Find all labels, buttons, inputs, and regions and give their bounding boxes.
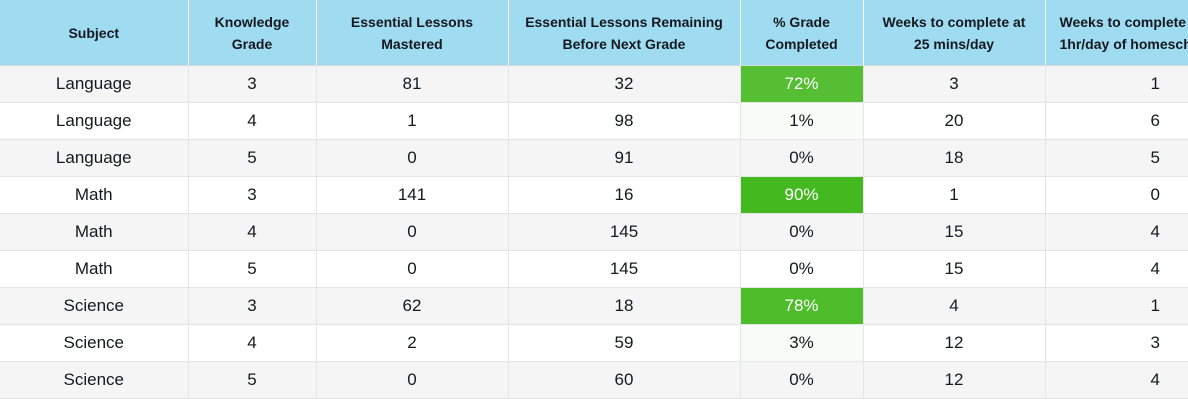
cell-subject: Science [0, 324, 189, 362]
cell-subject: Science [0, 361, 189, 399]
cell-lessons-mastered: 0 [316, 361, 509, 399]
cell-subject: Math [0, 176, 189, 214]
column-header-knowledge-grade[interactable]: Knowledge Grade [188, 0, 317, 66]
cell-subject: Language [0, 65, 189, 103]
cell-lessons-mastered: 0 [316, 250, 509, 288]
cell-weeks-25min: 15 [863, 213, 1046, 251]
cell-lessons-remaining: 60 [508, 361, 741, 399]
header-row: Subject Knowledge Grade Essential Lessons… [0, 0, 1188, 66]
cell-subject: Math [0, 213, 189, 251]
table-row: Science 4 2 59 3% 12 3 [0, 324, 1188, 362]
cell-subject: Math [0, 250, 189, 288]
cell-knowledge-grade: 5 [188, 361, 317, 399]
cell-lessons-remaining: 98 [508, 102, 741, 140]
column-header-lessons-remaining[interactable]: Essential Lessons Remaining Before Next G… [508, 0, 741, 66]
table-row: Science 3 62 18 78% 4 1 [0, 287, 1188, 325]
table-row: Language 4 1 98 1% 20 6 [0, 102, 1188, 140]
cell-weeks-1hr: 4 [1045, 361, 1188, 399]
cell-knowledge-grade: 3 [188, 176, 317, 214]
cell-subject: Science [0, 287, 189, 325]
cell-grade-completed: 0% [740, 361, 864, 399]
cell-lessons-remaining: 59 [508, 324, 741, 362]
cell-grade-completed: 72% [740, 65, 864, 103]
cell-weeks-1hr: 4 [1045, 213, 1188, 251]
cell-knowledge-grade: 4 [188, 213, 317, 251]
cell-knowledge-grade: 4 [188, 102, 317, 140]
table-row: Math 5 0 145 0% 15 4 [0, 250, 1188, 288]
cell-lessons-mastered: 2 [316, 324, 509, 362]
cell-weeks-1hr: 3 [1045, 324, 1188, 362]
table-row: Math 3 141 16 90% 1 0 [0, 176, 1188, 214]
cell-weeks-25min: 12 [863, 324, 1046, 362]
cell-weeks-1hr: 4 [1045, 250, 1188, 288]
cell-weeks-25min: 3 [863, 65, 1046, 103]
cell-weeks-1hr: 5 [1045, 139, 1188, 177]
cell-lessons-remaining: 145 [508, 213, 741, 251]
table-row: Math 4 0 145 0% 15 4 [0, 213, 1188, 251]
column-header-subject[interactable]: Subject [0, 0, 189, 66]
cell-lessons-remaining: 32 [508, 65, 741, 103]
table-row: Science 5 0 60 0% 12 4 [0, 361, 1188, 399]
cell-weeks-1hr: 1 [1045, 287, 1188, 325]
cell-subject: Language [0, 102, 189, 140]
cell-weeks-1hr: 1 [1045, 65, 1188, 103]
cell-grade-completed: 90% [740, 176, 864, 214]
cell-grade-completed: 0% [740, 250, 864, 288]
cell-lessons-remaining: 16 [508, 176, 741, 214]
cell-grade-completed: 3% [740, 324, 864, 362]
cell-lessons-remaining: 91 [508, 139, 741, 177]
cell-knowledge-grade: 4 [188, 324, 317, 362]
column-header-weeks-1hr[interactable]: Weeks to complete at1hr/day of homeschoo… [1045, 0, 1188, 66]
cell-lessons-mastered: 81 [316, 65, 509, 103]
cell-grade-completed: 78% [740, 287, 864, 325]
cell-weeks-1hr: 6 [1045, 102, 1188, 140]
cell-knowledge-grade: 3 [188, 287, 317, 325]
column-header-lessons-mastered[interactable]: Essential Lessons Mastered [316, 0, 509, 66]
cell-lessons-mastered: 1 [316, 102, 509, 140]
cell-subject: Language [0, 139, 189, 177]
cell-lessons-mastered: 0 [316, 213, 509, 251]
cell-lessons-mastered: 0 [316, 139, 509, 177]
cell-weeks-1hr: 0 [1045, 176, 1188, 214]
cell-knowledge-grade: 5 [188, 250, 317, 288]
table-row: Language 5 0 91 0% 18 5 [0, 139, 1188, 177]
cell-weeks-25min: 18 [863, 139, 1046, 177]
cell-lessons-remaining: 145 [508, 250, 741, 288]
cell-weeks-25min: 20 [863, 102, 1046, 140]
cell-knowledge-grade: 3 [188, 65, 317, 103]
cell-knowledge-grade: 5 [188, 139, 317, 177]
cell-weeks-25min: 12 [863, 361, 1046, 399]
cell-grade-completed: 0% [740, 139, 864, 177]
cell-grade-completed: 0% [740, 213, 864, 251]
table-row: Language 3 81 32 72% 3 1 [0, 65, 1188, 103]
cell-lessons-mastered: 62 [316, 287, 509, 325]
cell-weeks-25min: 1 [863, 176, 1046, 214]
column-header-weeks-25min[interactable]: Weeks to complete at 25 mins/day [863, 0, 1046, 66]
cell-lessons-mastered: 141 [316, 176, 509, 214]
table-body: Language 3 81 32 72% 3 1 Language 4 1 98 1% 20 6 Langu… [0, 65, 1188, 399]
cell-lessons-remaining: 18 [508, 287, 741, 325]
cell-weeks-25min: 15 [863, 250, 1046, 288]
cell-weeks-25min: 4 [863, 287, 1046, 325]
column-header-grade-completed[interactable]: % Grade Completed [740, 0, 864, 66]
cell-grade-completed: 1% [740, 102, 864, 140]
